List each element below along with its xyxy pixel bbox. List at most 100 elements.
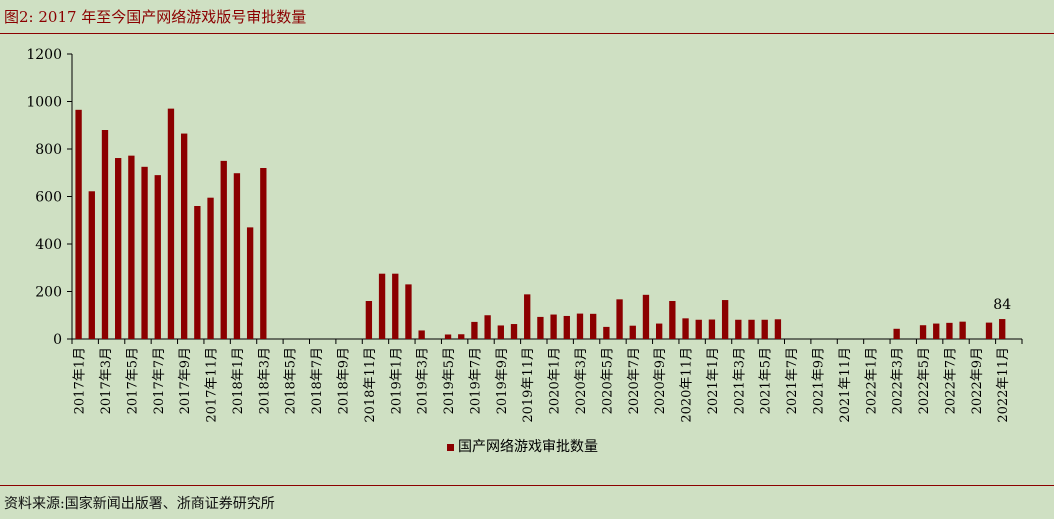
bar — [167, 108, 175, 340]
bar — [207, 197, 214, 339]
x-tick-label: 2019年7月 — [468, 347, 483, 414]
bar — [933, 323, 940, 339]
bar — [154, 175, 161, 340]
bar — [115, 158, 122, 339]
x-tick-label: 2017年9月 — [178, 347, 193, 414]
bar — [735, 319, 742, 339]
bar — [260, 168, 267, 339]
x-tick-label: 2020年9月 — [653, 347, 668, 414]
x-tick-label: 2020年1月 — [548, 347, 563, 414]
x-tick-label: 2022年9月 — [970, 347, 985, 414]
x-tick-label: 2022年3月 — [891, 347, 906, 414]
bar — [497, 325, 504, 339]
bar — [893, 328, 900, 339]
x-tick-label: 2021年5月 — [759, 347, 774, 414]
bar — [418, 330, 425, 339]
x-tick-label: 2022年5月 — [917, 347, 932, 414]
bar — [774, 319, 782, 339]
bar — [510, 324, 518, 339]
bar — [75, 109, 82, 339]
bar — [128, 155, 135, 339]
title-divider — [0, 33, 1054, 34]
bar — [378, 273, 386, 339]
bar — [550, 314, 557, 339]
bar — [616, 299, 623, 339]
x-tick-label: 2021年11月 — [838, 347, 853, 423]
x-tick-label: 2017年5月 — [125, 347, 140, 414]
x-tick-label: 2019年9月 — [495, 347, 510, 414]
x-tick-label: 2019年5月 — [442, 347, 457, 414]
x-tick-label: 2017年1月 — [73, 347, 88, 414]
x-tick-label: 2018年5月 — [284, 347, 299, 414]
y-tick-label: 400 — [35, 237, 62, 253]
bar — [471, 321, 478, 339]
bar — [576, 313, 584, 339]
bar — [101, 130, 109, 339]
bar — [392, 273, 399, 339]
legend-swatch — [447, 444, 454, 451]
bar — [484, 315, 491, 339]
legend-label: 国产网络游戏审批数量 — [458, 439, 598, 455]
x-tick-label: 2019年1月 — [389, 347, 404, 414]
x-tick-label: 2021年1月 — [706, 347, 721, 414]
bar — [629, 325, 636, 339]
bar — [642, 294, 650, 339]
bar — [246, 227, 254, 340]
bar — [180, 133, 188, 339]
bar — [405, 284, 412, 340]
data-label: 84 — [993, 297, 1011, 313]
bar — [721, 300, 729, 339]
x-tick-label: 2018年3月 — [257, 347, 272, 414]
x-tick-label: 2020年3月 — [574, 347, 589, 414]
y-tick-label: 1200 — [26, 47, 62, 63]
bar — [682, 318, 689, 339]
x-tick-label: 2018年11月 — [363, 347, 378, 423]
x-tick-label: 2020年11月 — [680, 347, 695, 423]
bar — [365, 301, 373, 339]
figure-title: 图2: 2017 年至今国产网络游戏版号审批数量 — [4, 8, 307, 26]
bar — [695, 319, 702, 339]
x-tick-label: 2017年7月 — [152, 347, 167, 414]
x-tick-label: 2018年9月 — [336, 347, 351, 414]
bar — [761, 319, 768, 339]
bar — [999, 319, 1006, 339]
y-tick-label: 1000 — [26, 95, 62, 111]
bar — [655, 323, 663, 339]
bar — [233, 173, 241, 339]
bar — [669, 301, 676, 339]
bar — [919, 325, 927, 339]
x-tick-label: 2022年11月 — [996, 347, 1011, 423]
x-tick-label: 2019年11月 — [521, 347, 536, 423]
bar — [524, 294, 531, 339]
bar — [985, 322, 993, 339]
bar — [220, 160, 227, 340]
bar — [563, 315, 570, 339]
x-tick-label: 2017年3月 — [99, 347, 114, 414]
x-tick-label: 2022年1月 — [864, 347, 879, 414]
y-tick-label: 800 — [35, 142, 62, 158]
bar — [603, 326, 610, 339]
x-tick-label: 2020年5月 — [600, 347, 615, 414]
bar — [537, 316, 544, 339]
bar — [194, 206, 201, 339]
x-tick-label: 2020年7月 — [627, 347, 642, 414]
y-tick-label: 200 — [35, 285, 62, 301]
bar — [708, 319, 716, 339]
x-tick-label: 2019年3月 — [416, 347, 431, 414]
x-tick-label: 2017年11月 — [205, 347, 220, 423]
bar — [748, 319, 755, 339]
x-tick-label: 2021年7月 — [785, 347, 800, 414]
source-divider — [0, 485, 1054, 486]
x-tick-label: 2021年9月 — [811, 347, 826, 414]
bar-chart: 0 200 400 600 800 1000 1200 2017年1月 2017年3月 2017年… — [26, 47, 1023, 455]
chart-area: 0 200 400 600 800 1000 1200 2017年1月 2017年3月 2017年… — [0, 34, 1054, 484]
bar — [88, 191, 95, 339]
bar — [141, 166, 148, 339]
x-tick-label: 2018年1月 — [231, 347, 246, 414]
y-tick-label: 0 — [53, 332, 62, 348]
x-tick-label: 2022年7月 — [943, 347, 958, 414]
bar — [959, 321, 966, 339]
bar — [444, 334, 452, 339]
source-note: 资料来源:国家新闻出版署、浙商证券研究所 — [4, 496, 275, 512]
bar — [946, 322, 953, 339]
